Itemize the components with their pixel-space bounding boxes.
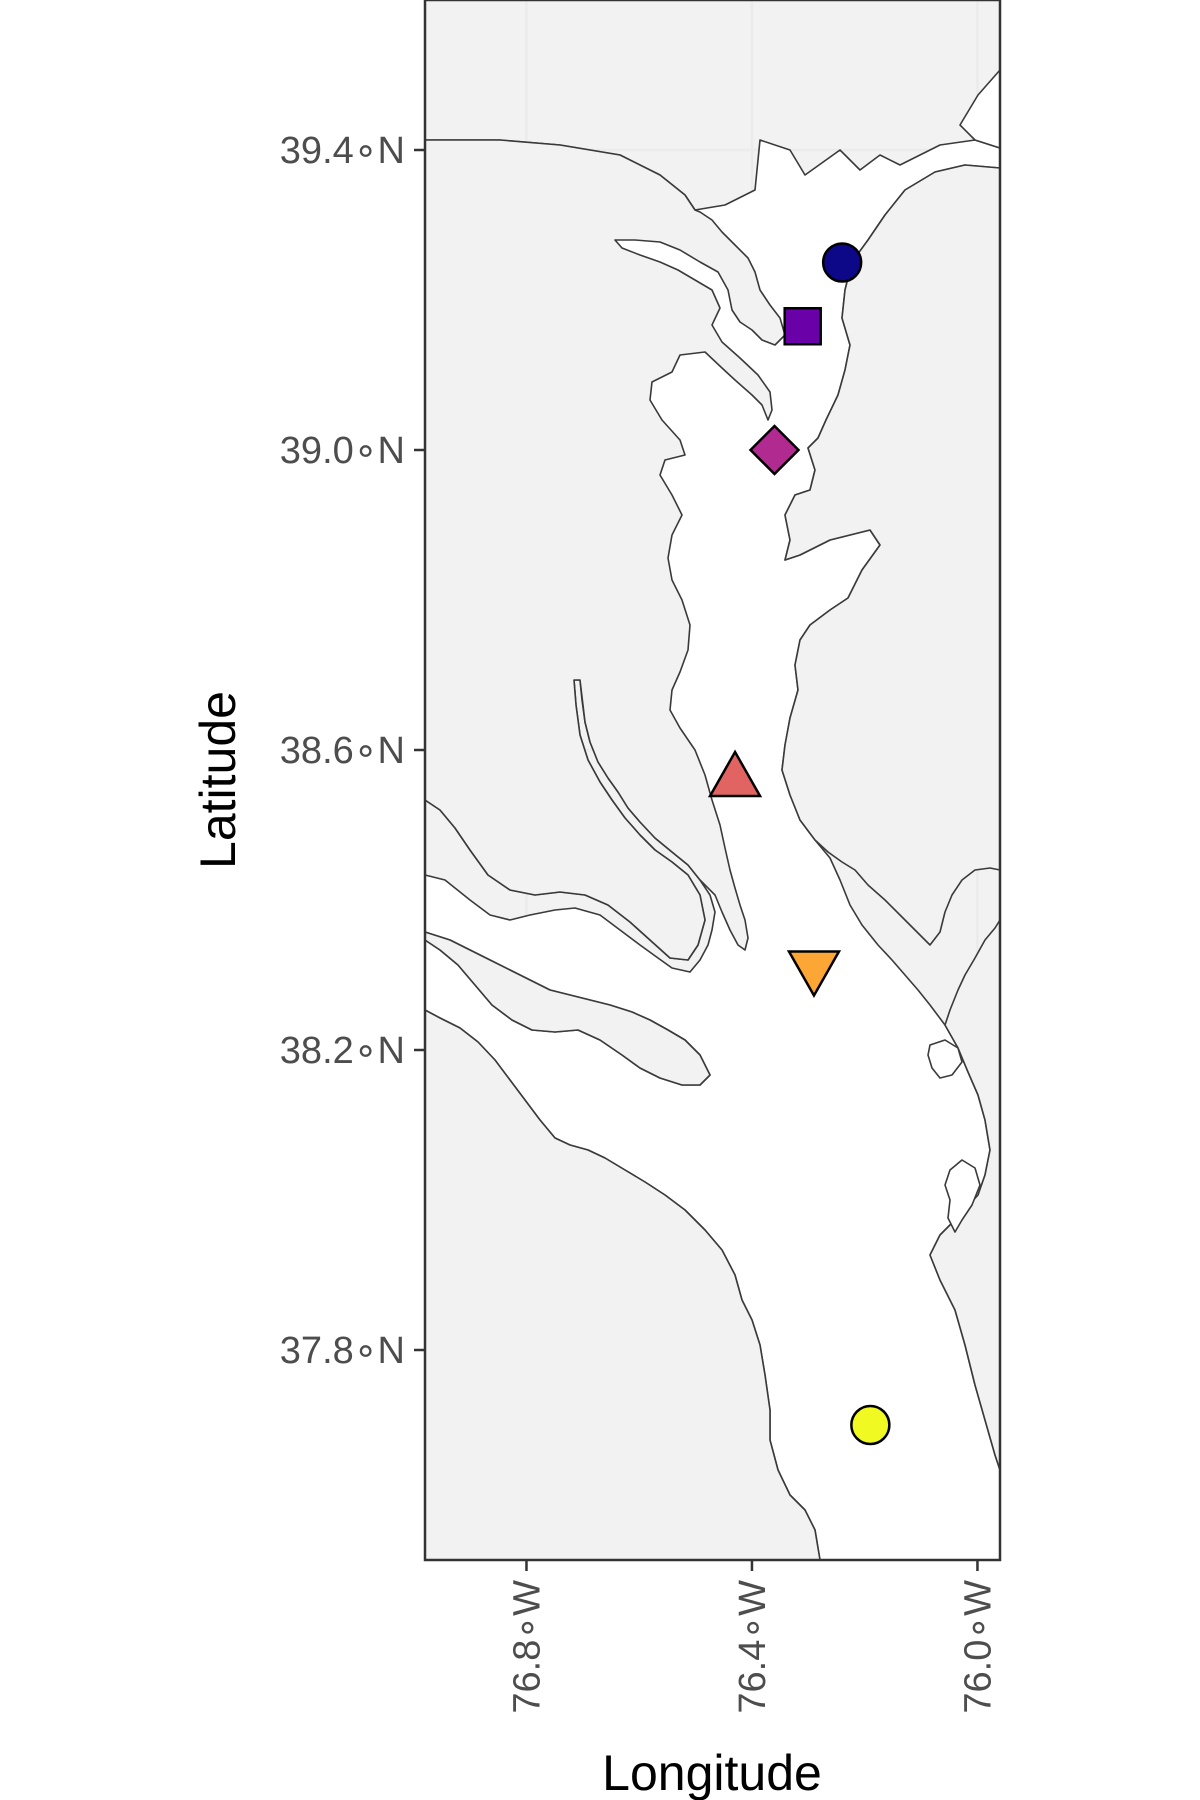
x-tick-label: 76.8∘W	[506, 1580, 548, 1714]
y-tick-label: 39.0∘N	[280, 430, 405, 472]
western-shore-neck	[424, 1009, 821, 1561]
y-tick-label: 39.4∘N	[280, 130, 405, 172]
x-axis-title: Longitude	[602, 1745, 822, 1800]
station-marker-square	[783, 307, 822, 346]
x-tick-label: 76.4∘W	[732, 1580, 774, 1714]
western-shore-upper	[424, 0, 786, 961]
station-markers	[707, 242, 891, 1446]
y-axis: 39.4∘N 39.0∘N 38.6∘N 38.2∘N 37.8∘N	[280, 130, 425, 1372]
station-marker-triangle-down	[786, 950, 842, 999]
map-panel	[423, 0, 1002, 1562]
eastern-shore-middle	[781, 164, 1001, 946]
station-marker-circle	[821, 242, 863, 283]
x-tick-label: 76.0∘W	[957, 1580, 999, 1714]
eastern-shore-lower	[929, 919, 1001, 1561]
x-axis: 76.8∘W 76.4∘W 76.0∘W	[506, 1560, 999, 1714]
y-tick-label: 38.2∘N	[280, 1030, 405, 1072]
y-tick-label: 37.8∘N	[280, 1330, 405, 1372]
island-2	[944, 1159, 981, 1233]
y-axis-title: Latitude	[190, 691, 246, 869]
island-1	[927, 1039, 963, 1079]
y-tick-label: 38.6∘N	[280, 730, 405, 772]
station-marker-diamond	[748, 424, 801, 476]
station-marker-triangle-up	[707, 749, 763, 798]
coastline	[424, 0, 1001, 1561]
station-marker-circle	[850, 1404, 891, 1446]
panel-border	[423, 0, 1002, 1562]
western-shore-middle	[424, 931, 711, 1086]
